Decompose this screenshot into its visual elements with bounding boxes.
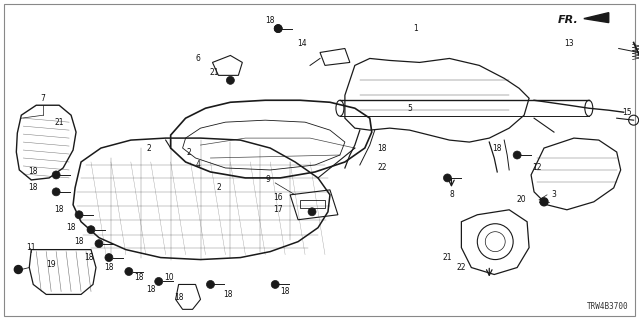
Circle shape: [444, 174, 451, 182]
Circle shape: [105, 253, 113, 261]
Text: TRW4B3700: TRW4B3700: [587, 302, 628, 311]
Text: 18: 18: [223, 290, 233, 299]
Text: 11: 11: [26, 243, 36, 252]
Text: 22: 22: [456, 263, 466, 272]
Text: 16: 16: [273, 193, 283, 202]
Circle shape: [14, 266, 22, 274]
Text: 18: 18: [492, 144, 502, 153]
Circle shape: [95, 240, 103, 248]
Text: 21: 21: [54, 118, 64, 127]
Circle shape: [75, 211, 83, 219]
Text: 2: 2: [186, 148, 191, 156]
Text: 18: 18: [29, 183, 38, 192]
Text: 18: 18: [280, 287, 290, 296]
Text: 5: 5: [407, 104, 412, 113]
Circle shape: [87, 226, 95, 234]
Text: 18: 18: [29, 167, 38, 176]
Text: 8: 8: [449, 190, 454, 199]
Text: 3: 3: [552, 190, 556, 199]
Text: 18: 18: [134, 273, 143, 282]
Text: 4: 4: [196, 160, 201, 170]
Text: 19: 19: [46, 260, 56, 269]
Circle shape: [540, 198, 548, 206]
Circle shape: [271, 280, 279, 288]
Text: 18: 18: [174, 293, 184, 302]
Circle shape: [274, 25, 282, 33]
Text: 21: 21: [443, 253, 452, 262]
Text: 12: 12: [532, 164, 542, 172]
Text: 13: 13: [564, 39, 573, 48]
Text: 18: 18: [146, 285, 156, 294]
Text: 21: 21: [210, 68, 220, 77]
Text: 17: 17: [273, 205, 283, 214]
Polygon shape: [584, 13, 609, 23]
Bar: [300, 200, 325, 208]
Circle shape: [207, 280, 214, 288]
Circle shape: [308, 208, 316, 216]
Text: 15: 15: [622, 108, 632, 117]
Circle shape: [155, 277, 163, 285]
Text: 18: 18: [74, 237, 84, 246]
Text: 18: 18: [54, 205, 64, 214]
Text: 18: 18: [377, 144, 387, 153]
Circle shape: [227, 76, 234, 84]
Circle shape: [274, 25, 282, 33]
Text: 2: 2: [216, 183, 221, 192]
Text: 22: 22: [378, 164, 387, 172]
Text: 1: 1: [413, 24, 418, 33]
Text: 2: 2: [147, 144, 151, 153]
Text: 18: 18: [67, 223, 76, 232]
Text: 9: 9: [266, 175, 271, 184]
Text: 18: 18: [84, 253, 93, 262]
Circle shape: [513, 151, 521, 159]
Text: 10: 10: [164, 273, 173, 282]
Text: 14: 14: [297, 39, 307, 48]
Circle shape: [52, 188, 60, 196]
Circle shape: [125, 268, 133, 276]
Text: FR.: FR.: [558, 15, 579, 25]
Text: 6: 6: [195, 54, 200, 63]
Text: 7: 7: [41, 94, 45, 103]
Text: 18: 18: [104, 263, 114, 272]
Text: 18: 18: [266, 16, 275, 25]
Circle shape: [52, 171, 60, 179]
Text: 20: 20: [516, 195, 526, 204]
